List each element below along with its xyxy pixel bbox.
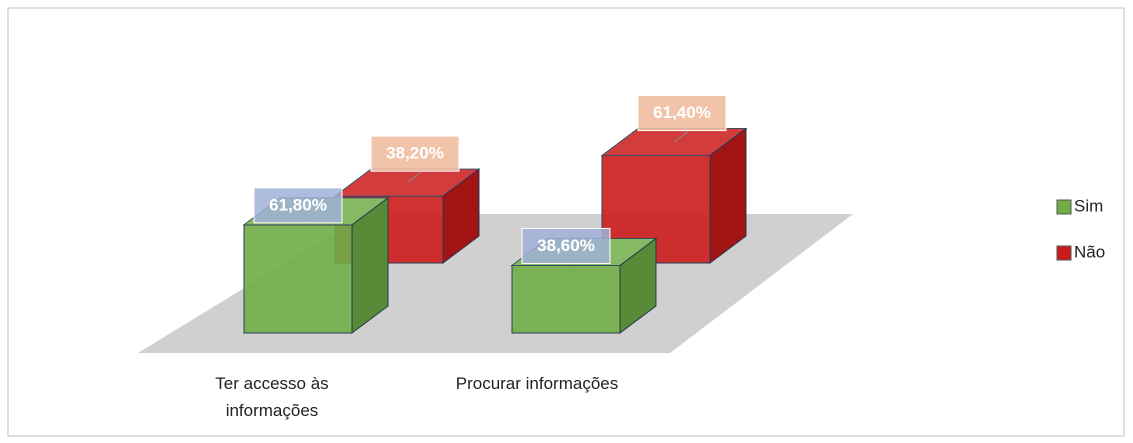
bar-side-shade [352, 197, 388, 333]
bar-side-shade [443, 169, 479, 263]
legend-swatch [1056, 199, 1072, 215]
bar-side-shade [710, 128, 746, 263]
leader-line [406, 171, 422, 184]
category-label: Ter accesso às informações [215, 374, 329, 420]
data-label: 61,80% [269, 195, 327, 214]
bar-front [511, 264, 621, 334]
leader-line [673, 131, 689, 143]
data-label-box [370, 135, 460, 172]
bar-side-shade [620, 238, 656, 333]
bar-side [351, 196, 389, 334]
category-label: Procurar informações [455, 374, 619, 393]
data-label-box [637, 95, 727, 132]
legend-swatch [1056, 245, 1072, 261]
bar-front [243, 224, 353, 334]
legend-label: Não [1074, 242, 1105, 261]
data-label-box [521, 227, 611, 264]
bar-side [442, 168, 480, 264]
data-label: 38,60% [537, 236, 595, 255]
data-label-box [253, 187, 343, 224]
legend-label: Sim [1074, 196, 1103, 215]
data-label: 38,20% [386, 144, 444, 163]
bar-side [619, 237, 657, 334]
bar-side [709, 127, 747, 264]
data-label: 61,40% [653, 103, 711, 122]
